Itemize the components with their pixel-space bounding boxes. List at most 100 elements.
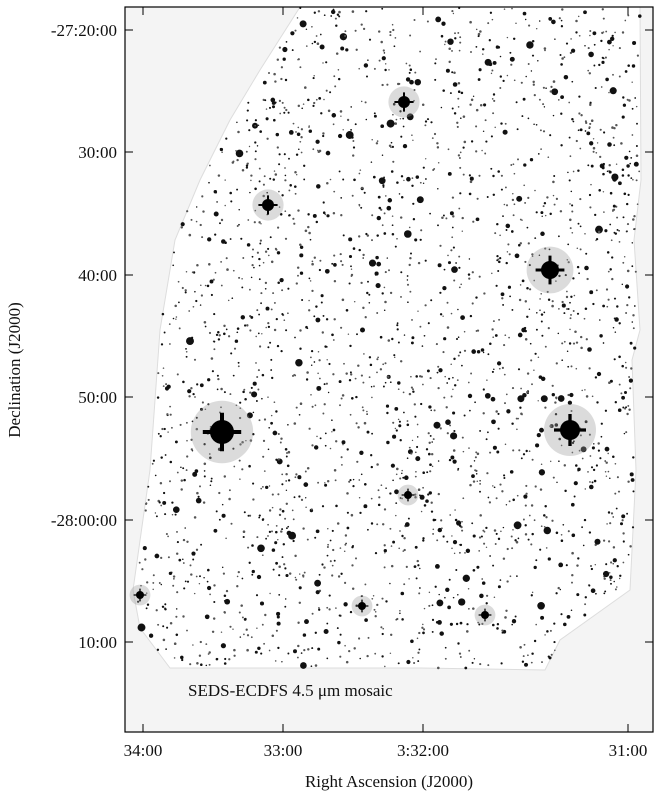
star-spikes <box>478 608 492 622</box>
source <box>330 9 336 15</box>
source <box>178 327 181 330</box>
source <box>484 119 487 122</box>
source <box>199 485 201 488</box>
source <box>446 432 449 435</box>
source <box>303 648 306 652</box>
source <box>401 469 403 472</box>
source <box>285 455 288 458</box>
source <box>600 422 603 425</box>
source <box>552 194 555 197</box>
source <box>175 608 178 610</box>
source <box>564 489 567 493</box>
source <box>137 623 146 632</box>
source <box>371 396 373 399</box>
source <box>458 207 461 210</box>
source <box>479 483 481 485</box>
star-spikes <box>535 255 565 285</box>
source <box>416 445 419 449</box>
source <box>455 622 459 626</box>
source <box>191 336 194 339</box>
source <box>533 519 536 522</box>
source <box>212 278 215 281</box>
source <box>621 514 626 519</box>
source <box>304 470 307 473</box>
source <box>220 643 226 649</box>
source <box>183 587 186 590</box>
source <box>432 532 435 535</box>
source <box>595 464 599 467</box>
source <box>610 561 613 564</box>
source <box>571 573 574 577</box>
source <box>591 446 595 450</box>
source <box>572 440 575 443</box>
source <box>406 423 410 427</box>
source <box>468 277 471 280</box>
source <box>362 409 365 412</box>
source <box>455 568 458 572</box>
source <box>457 154 461 157</box>
source <box>276 615 280 619</box>
source <box>239 478 241 480</box>
source <box>243 324 247 327</box>
source <box>499 579 502 581</box>
source <box>607 270 610 273</box>
source <box>485 526 488 530</box>
source <box>183 478 186 482</box>
source <box>323 403 326 406</box>
source <box>199 304 202 306</box>
source <box>503 373 506 376</box>
source <box>262 80 267 85</box>
source <box>592 302 595 306</box>
source <box>521 660 525 663</box>
y-tick-label: 30:00 <box>78 143 117 162</box>
source <box>353 178 356 182</box>
source <box>344 534 348 537</box>
source <box>469 176 474 181</box>
source <box>203 462 207 466</box>
source <box>476 480 479 482</box>
source <box>622 561 625 564</box>
source <box>210 357 214 360</box>
source <box>563 74 569 80</box>
source <box>414 451 417 454</box>
source <box>203 576 205 579</box>
source <box>352 478 355 481</box>
source <box>470 372 473 375</box>
source <box>479 479 481 482</box>
source <box>413 565 417 568</box>
source <box>209 484 212 487</box>
source <box>620 392 623 395</box>
source <box>237 361 240 364</box>
source <box>506 580 509 583</box>
source <box>483 542 486 545</box>
source <box>190 218 193 221</box>
source <box>447 171 452 176</box>
source <box>186 337 194 346</box>
source <box>458 255 461 258</box>
source <box>572 342 576 345</box>
source <box>413 18 416 22</box>
source <box>533 369 535 372</box>
source <box>355 395 358 399</box>
source <box>543 311 546 314</box>
source <box>287 479 291 482</box>
source <box>629 472 634 477</box>
source <box>399 609 401 612</box>
source <box>454 518 458 522</box>
source <box>601 166 605 170</box>
source <box>158 501 161 504</box>
source <box>366 413 368 415</box>
source <box>292 122 295 125</box>
source <box>526 372 530 375</box>
source <box>540 395 548 403</box>
source <box>272 292 275 295</box>
source <box>584 603 587 606</box>
source <box>395 473 398 476</box>
source <box>256 627 258 630</box>
source <box>493 486 496 489</box>
source <box>610 512 614 515</box>
source <box>539 488 543 491</box>
source <box>485 602 488 605</box>
source <box>625 284 630 289</box>
source <box>406 176 411 182</box>
